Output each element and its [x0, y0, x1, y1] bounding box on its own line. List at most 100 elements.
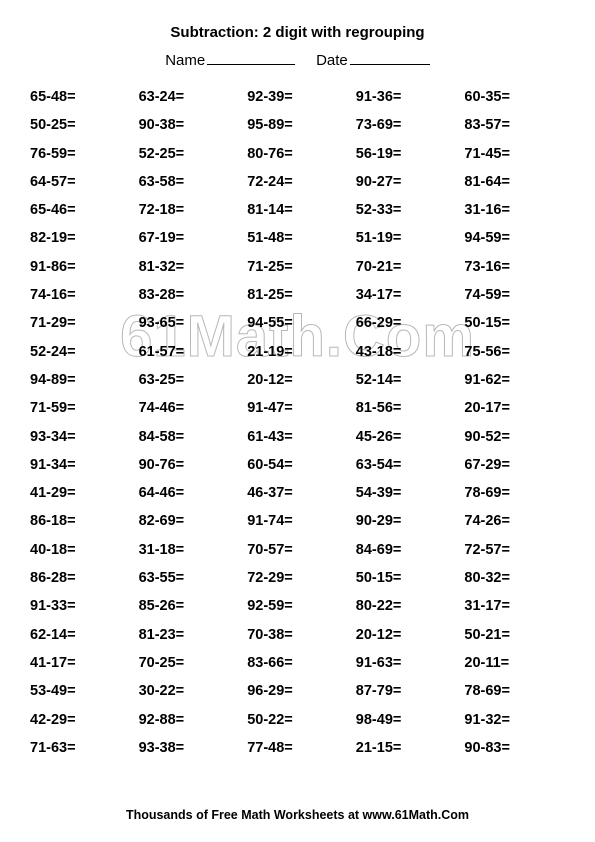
problem-cell: 78-69= — [464, 677, 565, 705]
problem-cell: 63-25= — [139, 366, 240, 394]
problem-cell: 52-33= — [356, 196, 457, 224]
problem-cell: 60-54= — [247, 451, 348, 479]
problem-cell: 50-15= — [356, 564, 457, 592]
problem-cell: 31-16= — [464, 196, 565, 224]
problem-cell: 66-29= — [356, 309, 457, 337]
problem-cell: 83-57= — [464, 111, 565, 139]
problem-cell: 81-23= — [139, 621, 240, 649]
problem-cell: 71-59= — [30, 394, 131, 422]
problem-cell: 62-14= — [30, 621, 131, 649]
problem-cell: 56-19= — [356, 140, 457, 168]
date-line[interactable] — [350, 51, 430, 65]
problem-cell: 91-74= — [247, 507, 348, 535]
problem-cell: 91-33= — [30, 592, 131, 620]
problem-cell: 43-18= — [356, 338, 457, 366]
worksheet-page: Subtraction: 2 digit with regrouping Nam… — [0, 0, 595, 762]
problem-cell: 91-63= — [356, 649, 457, 677]
problem-cell: 94-59= — [464, 224, 565, 252]
problem-cell: 40-18= — [30, 536, 131, 564]
problem-cell: 65-48= — [30, 83, 131, 111]
problem-cell: 73-69= — [356, 111, 457, 139]
problem-cell: 31-17= — [464, 592, 565, 620]
problem-cell: 83-28= — [139, 281, 240, 309]
problem-cell: 92-88= — [139, 706, 240, 734]
problem-cell: 21-19= — [247, 338, 348, 366]
problem-cell: 65-46= — [30, 196, 131, 224]
problem-cell: 80-76= — [247, 140, 348, 168]
problem-cell: 53-49= — [30, 677, 131, 705]
problem-cell: 45-26= — [356, 423, 457, 451]
problem-cell: 98-49= — [356, 706, 457, 734]
problem-cell: 92-59= — [247, 592, 348, 620]
problem-cell: 74-26= — [464, 507, 565, 535]
problem-cell: 34-17= — [356, 281, 457, 309]
problem-cell: 60-35= — [464, 83, 565, 111]
problem-cell: 31-18= — [139, 536, 240, 564]
problem-cell: 80-22= — [356, 592, 457, 620]
problem-cell: 71-45= — [464, 140, 565, 168]
problem-cell: 91-32= — [464, 706, 565, 734]
problem-cell: 41-29= — [30, 479, 131, 507]
problem-cell: 74-16= — [30, 281, 131, 309]
problem-cell: 42-29= — [30, 706, 131, 734]
problem-cell: 70-25= — [139, 649, 240, 677]
problem-cell: 83-66= — [247, 649, 348, 677]
problem-cell: 52-14= — [356, 366, 457, 394]
problem-cell: 81-25= — [247, 281, 348, 309]
problem-cell: 95-89= — [247, 111, 348, 139]
problem-cell: 63-24= — [139, 83, 240, 111]
problem-cell: 90-27= — [356, 168, 457, 196]
problem-cell: 50-15= — [464, 309, 565, 337]
problem-cell: 21-15= — [356, 734, 457, 762]
name-label: Name — [165, 52, 205, 69]
problem-cell: 91-47= — [247, 394, 348, 422]
problem-cell: 85-26= — [139, 592, 240, 620]
problem-cell: 75-56= — [464, 338, 565, 366]
problem-grid: 65-48=63-24=92-39=91-36=60-35=50-25=90-3… — [30, 83, 565, 762]
problem-cell: 20-17= — [464, 394, 565, 422]
problem-cell: 20-12= — [247, 366, 348, 394]
problem-cell: 93-65= — [139, 309, 240, 337]
problem-cell: 67-19= — [139, 224, 240, 252]
problem-cell: 20-11= — [464, 649, 565, 677]
page-title: Subtraction: 2 digit with regrouping — [30, 24, 565, 41]
problem-cell: 71-29= — [30, 309, 131, 337]
problem-cell: 64-57= — [30, 168, 131, 196]
problem-cell: 64-46= — [139, 479, 240, 507]
problem-cell: 72-29= — [247, 564, 348, 592]
problem-cell: 87-79= — [356, 677, 457, 705]
problem-cell: 91-62= — [464, 366, 565, 394]
problem-cell: 71-63= — [30, 734, 131, 762]
problem-cell: 96-29= — [247, 677, 348, 705]
problem-cell: 77-48= — [247, 734, 348, 762]
problem-cell: 74-46= — [139, 394, 240, 422]
problem-cell: 63-55= — [139, 564, 240, 592]
problem-cell: 93-38= — [139, 734, 240, 762]
problem-cell: 92-39= — [247, 83, 348, 111]
problem-cell: 72-57= — [464, 536, 565, 564]
problem-cell: 76-59= — [30, 140, 131, 168]
problem-cell: 30-22= — [139, 677, 240, 705]
problem-cell: 67-29= — [464, 451, 565, 479]
problem-cell: 72-18= — [139, 196, 240, 224]
name-date-fields: Name Date — [30, 51, 565, 69]
problem-cell: 90-29= — [356, 507, 457, 535]
problem-cell: 72-24= — [247, 168, 348, 196]
problem-cell: 86-18= — [30, 507, 131, 535]
problem-cell: 54-39= — [356, 479, 457, 507]
problem-cell: 90-38= — [139, 111, 240, 139]
problem-cell: 82-19= — [30, 224, 131, 252]
problem-cell: 86-28= — [30, 564, 131, 592]
problem-cell: 78-69= — [464, 479, 565, 507]
problem-cell: 94-89= — [30, 366, 131, 394]
name-line[interactable] — [207, 51, 295, 65]
problem-cell: 50-21= — [464, 621, 565, 649]
problem-cell: 50-25= — [30, 111, 131, 139]
problem-cell: 93-34= — [30, 423, 131, 451]
problem-cell: 84-69= — [356, 536, 457, 564]
problem-cell: 73-16= — [464, 253, 565, 281]
problem-cell: 50-22= — [247, 706, 348, 734]
problem-cell: 70-21= — [356, 253, 457, 281]
problem-cell: 46-37= — [247, 479, 348, 507]
problem-cell: 91-34= — [30, 451, 131, 479]
